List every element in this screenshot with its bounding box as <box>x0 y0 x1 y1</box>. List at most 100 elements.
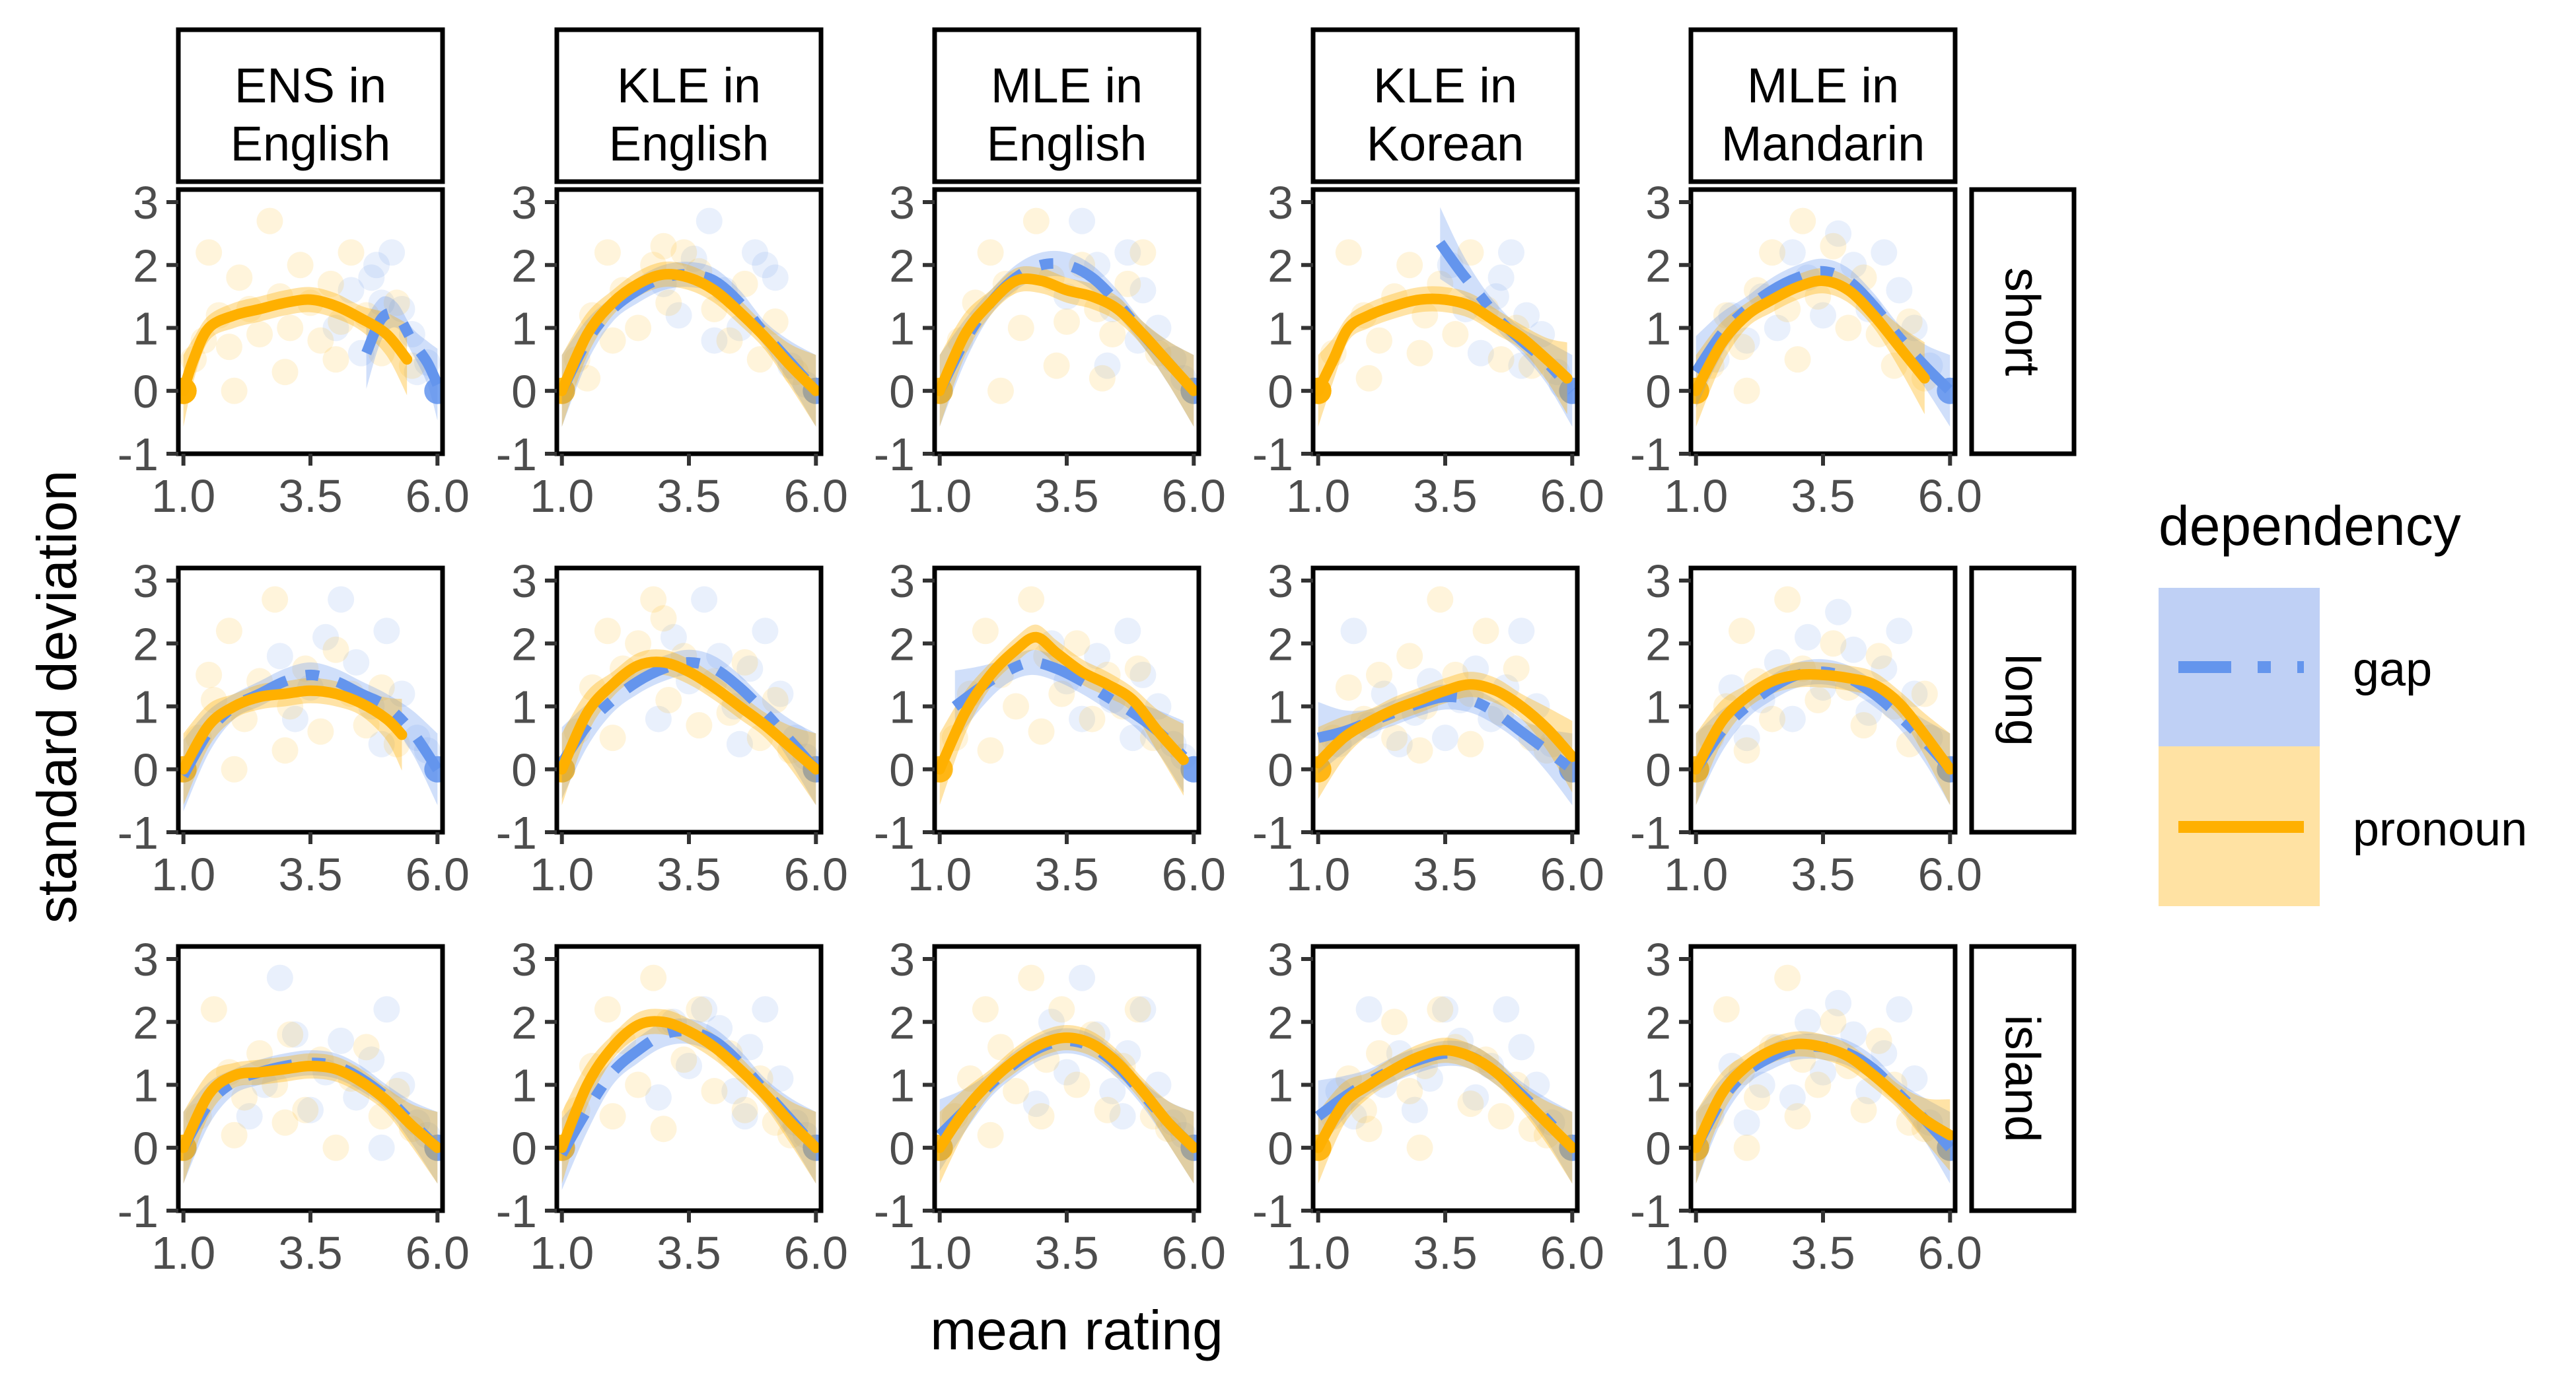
pronoun-point <box>650 605 677 632</box>
y-tick-label: 0 <box>133 744 159 796</box>
y-tick-label: 2 <box>1268 240 1293 291</box>
y-tick-label: -1 <box>874 1186 915 1237</box>
gap-smooth-line <box>557 657 820 773</box>
x-tick-label: 3.5 <box>1034 1227 1098 1279</box>
gap-point <box>1487 264 1515 291</box>
gap-point <box>236 1103 263 1130</box>
y-tick-label: 3 <box>133 177 159 229</box>
gap-point <box>1109 1103 1136 1130</box>
y-tick-label: 1 <box>1645 1060 1671 1112</box>
x-tick-label: 6.0 <box>1540 470 1604 522</box>
pronoun-confidence-band <box>183 287 408 427</box>
row-strip: island <box>1969 944 2077 1213</box>
gap-point <box>1810 674 1836 701</box>
gap-point <box>1129 277 1157 304</box>
gap-point <box>373 618 400 645</box>
gap-point <box>1840 636 1867 663</box>
pronoun-point <box>307 327 334 354</box>
y-tick-label: -1 <box>496 807 537 859</box>
facet-panel: -1 0 1 2 3 1.0 3.5 6.0 <box>118 177 470 522</box>
gap-point <box>1069 207 1096 234</box>
pronoun-point <box>1487 346 1515 373</box>
pronoun-point <box>1728 618 1755 645</box>
gap-point <box>1855 1078 1882 1105</box>
facet-panel: -1 0 1 2 3 1.0 3.5 6.0 <box>1252 934 1604 1279</box>
column-strip-label: ENS in <box>234 58 386 113</box>
pronoun-point <box>322 346 349 373</box>
y-tick-label: 3 <box>1268 177 1293 229</box>
pronoun-point <box>731 1096 758 1123</box>
pronoun-point <box>1442 321 1469 348</box>
x-tick-label: 3.5 <box>1413 470 1477 522</box>
gap-point <box>1810 302 1836 329</box>
row-strip-label: island <box>1995 1014 2050 1142</box>
y-tick-label: 3 <box>1645 934 1671 985</box>
pronoun-point <box>655 289 682 316</box>
pronoun-point <box>670 239 698 266</box>
pronoun-point <box>1355 1116 1382 1143</box>
pronoun-point <box>625 314 652 341</box>
gap-point <box>1478 705 1505 732</box>
pronoun-point <box>1406 339 1433 367</box>
y-tick-label: 2 <box>133 618 159 670</box>
pronoun-point <box>1018 586 1045 613</box>
gap-point <box>736 1034 764 1061</box>
pronoun-point <box>1022 207 1050 234</box>
y-tick-label: 3 <box>133 934 159 985</box>
facet-panel: -1 0 1 2 3 1.0 3.5 6.0 <box>1252 555 1604 900</box>
gap-point <box>1340 618 1367 645</box>
pronoun-point <box>701 1078 728 1105</box>
pronoun-point <box>1784 1103 1811 1130</box>
facet-panel: -1 0 1 2 3 1.0 3.5 6.0 <box>118 934 470 1279</box>
gap-point <box>1084 643 1111 670</box>
gap-point <box>1810 1059 1836 1086</box>
x-tick-label: 1.0 <box>530 1227 594 1279</box>
column-strip-label: KLE in <box>1373 58 1517 113</box>
x-tick-label: 6.0 <box>1918 849 1982 900</box>
gap-point <box>328 1027 355 1054</box>
pronoun-smooth-line <box>1313 293 1573 396</box>
pronoun-point <box>1759 705 1786 732</box>
pronoun-point <box>1355 365 1382 392</box>
column-strip-label: Korean <box>1367 116 1524 171</box>
pronoun-point <box>307 718 334 745</box>
pronoun-point <box>1774 586 1801 613</box>
pronoun-point <box>650 232 677 260</box>
gap-point <box>338 277 365 304</box>
gap-point <box>1718 674 1745 701</box>
facet-panel: -1 0 1 2 3 1.0 3.5 6.0 <box>874 177 1226 522</box>
pronoun-point <box>246 1040 273 1067</box>
pronoun-point <box>1350 1096 1377 1123</box>
pronoun-point <box>1412 302 1439 329</box>
pronoun-point <box>1427 586 1454 613</box>
y-tick-label: -1 <box>118 807 159 859</box>
gap-point <box>1886 996 1913 1023</box>
pronoun-point <box>215 334 242 361</box>
pronoun-smooth-line <box>935 631 1189 775</box>
gap-point <box>363 252 390 279</box>
pronoun-point <box>1335 239 1362 266</box>
pronoun-smooth-line <box>1691 275 1930 396</box>
gap-point <box>1054 1059 1080 1086</box>
gap-point <box>322 314 349 341</box>
y-tick-label: 3 <box>1645 555 1671 607</box>
panel-plot-area <box>935 964 1199 1184</box>
y-tick-label: 2 <box>133 997 159 1048</box>
panel-plot-area <box>1313 996 1577 1184</box>
x-tick-label: 6.0 <box>784 849 848 900</box>
pronoun-point <box>1094 1096 1121 1123</box>
x-tick-label: 1.0 <box>1286 1227 1350 1279</box>
gap-point <box>1498 239 1524 266</box>
gap-point <box>1523 1071 1550 1098</box>
pronoun-point <box>1820 1009 1847 1036</box>
gap-point <box>736 655 764 682</box>
pronoun-point <box>1366 327 1392 354</box>
pronoun-point <box>1124 996 1151 1023</box>
row-strip-box <box>1969 565 2077 835</box>
y-tick-label: 0 <box>889 366 915 417</box>
gap-point <box>731 1103 758 1130</box>
x-tick-label: 3.5 <box>1413 849 1477 900</box>
y-tick-label: 2 <box>1645 240 1671 291</box>
